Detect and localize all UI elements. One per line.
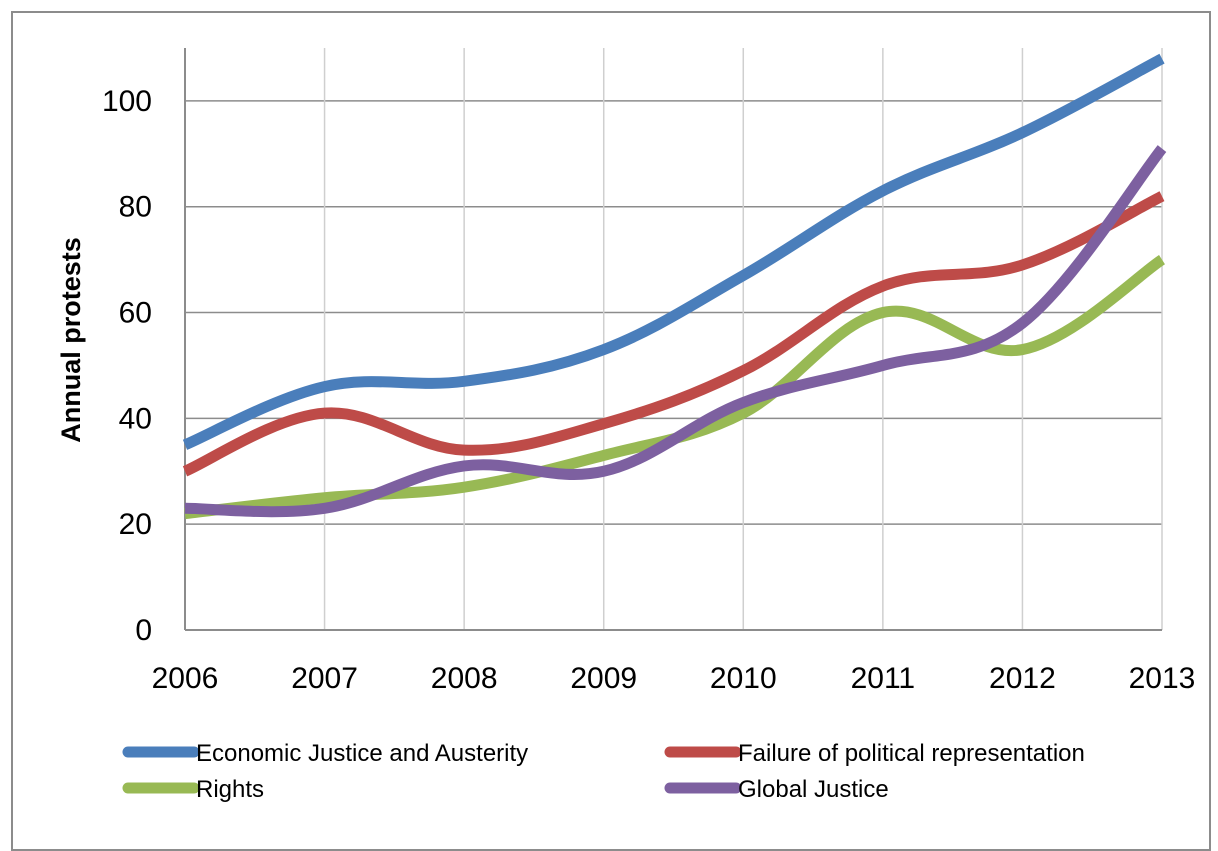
legend-label: Rights [196,776,264,803]
legend-item-economic-justice-and-austerity: Economic Justice and Austerity [122,740,528,767]
y-tick-label: 40 [119,402,152,435]
legend-item-rights: Rights [122,776,264,803]
x-tick-label: 2006 [152,662,219,695]
series-lines [182,53,1167,520]
x-tick-label: 2009 [570,662,637,695]
y-tick-label: 0 [135,614,152,647]
legend-item-global-justice: Global Justice [664,776,889,803]
y-tick-label: 80 [119,191,152,224]
x-tick-label: 2010 [710,662,777,695]
series-line-global-justice [184,145,1167,518]
y-tick-label: 20 [119,508,152,541]
x-tick-label: 2008 [431,662,498,695]
series-line-rights [184,255,1166,520]
legend-label: Economic Justice and Austerity [196,740,528,767]
x-tick-label: 2012 [989,662,1056,695]
line-chart: 0 20 40 60 80 100 2006 2007 2008 2009 2010 2011 2012… [56,48,1195,803]
x-tick-label: 2007 [291,662,358,695]
y-tick-label: 100 [102,85,152,118]
y-axis-title: Annual protests [56,237,86,443]
series-line-failure-of-political-representation [182,191,1165,477]
x-tick-label: 2011 [851,662,916,695]
y-tick-label: 60 [119,297,152,330]
legend-label: Failure of political representation [738,740,1085,767]
legend-item-failure-of-political-representation: Failure of political representation [664,740,1085,767]
series-line-economic-justice-and-austerity [182,53,1165,450]
axes: 0 20 40 60 80 100 2006 2007 2008 2009 2010 2011 2012… [102,48,1195,695]
x-tick-label: 2013 [1129,662,1196,695]
legend: Economic Justice and Austerity Failure of… [122,740,1085,803]
legend-label: Global Justice [738,776,889,803]
